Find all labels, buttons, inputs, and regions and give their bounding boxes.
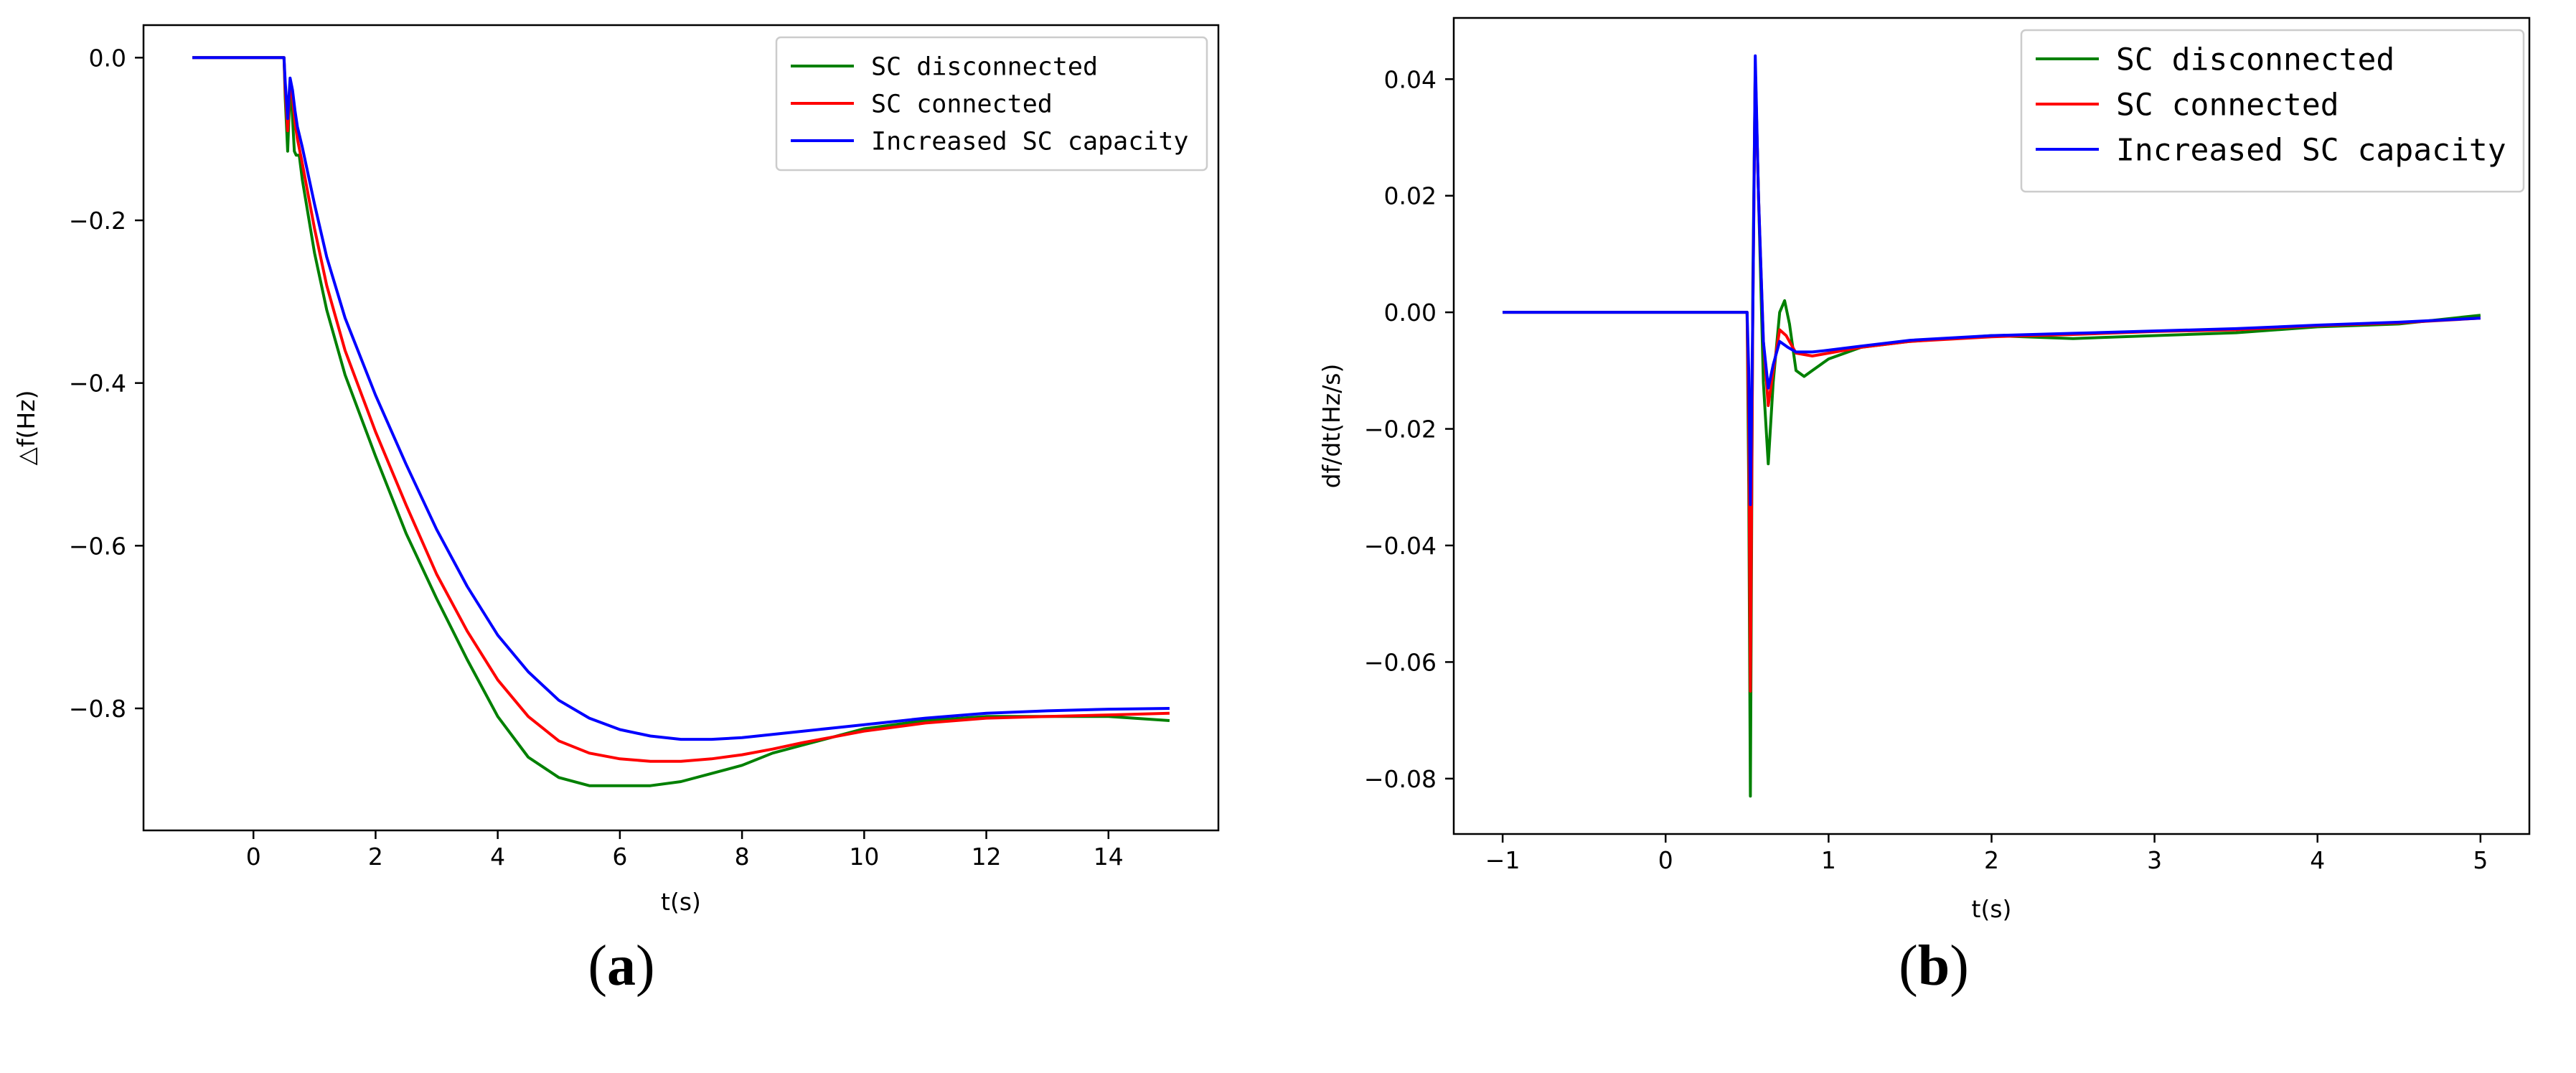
chart-b: −1 0 1 2 3 4 5 0.04 0.02 0.00 −0.02 −0.04 −0.06 −0.08…	[1317, 17, 2531, 923]
y-tick-label: 0.0	[89, 44, 126, 72]
y-tick-label: 0.04	[1384, 65, 1437, 93]
y-tick-label: −0.8	[69, 695, 126, 723]
legend-entry: SC connected	[871, 90, 1053, 119]
x-tick-label: 3	[2147, 846, 2162, 874]
legend-entry: Increased SC capacity	[871, 128, 1189, 156]
x-tick-label: 4	[490, 843, 505, 871]
x-axis-label: t(s)	[1972, 895, 2012, 923]
legend-entry: Increased SC capacity	[2116, 132, 2506, 168]
x-tick-label: 6	[612, 843, 627, 871]
x-tick-label: 2	[1984, 846, 1999, 874]
x-tick-label: 10	[849, 843, 879, 871]
legend: SC disconnected SC connected Increased SC …	[775, 36, 1208, 172]
panel-label-a: (a)	[588, 934, 654, 998]
y-tick-label: 0.02	[1384, 182, 1437, 210]
x-tick-label: 12	[972, 843, 1002, 871]
legend-box	[2020, 29, 2525, 193]
series-line-increased-sc-capacity	[1503, 54, 2481, 507]
legend-entry: SC connected	[2116, 87, 2339, 123]
x-tick-label: 2	[368, 843, 383, 871]
y-tick-label: −0.2	[69, 207, 126, 235]
legend-box	[775, 36, 1208, 172]
x-tick-label: 1	[1821, 846, 1836, 874]
x-axis-label: t(s)	[661, 888, 701, 916]
y-axis-label: △f(Hz)	[12, 390, 40, 466]
plot-frame	[142, 24, 1220, 832]
legend: SC disconnected SC connected Increased SC …	[2020, 29, 2525, 193]
x-tick-label: −1	[1485, 846, 1520, 874]
y-tick-label: −0.04	[1364, 532, 1437, 560]
x-tick-label: 14	[1094, 843, 1124, 871]
y-tick-label: −0.6	[69, 532, 126, 560]
series-line-increased-sc-capacity	[192, 56, 1170, 741]
legend-entry: SC disconnected	[2116, 42, 2394, 78]
y-tick-label: −0.4	[69, 370, 126, 398]
chart-a: 0 2 4 6 8 10 12 14 0.0 −0.2 −0.4 −0.6 −0.8 t(s) △f(Hz)…	[12, 24, 1220, 916]
y-tick-label: −0.06	[1364, 648, 1437, 676]
x-tick-label: 8	[735, 843, 750, 871]
panel-label-b: (b)	[1899, 934, 1969, 998]
y-axis-label: df/dt(Hz/s)	[1317, 364, 1345, 489]
x-tick-label: 0	[246, 843, 261, 871]
x-tick-label: 4	[2310, 846, 2325, 874]
x-tick-label: 0	[1658, 846, 1673, 874]
x-tick-label: 5	[2473, 846, 2488, 874]
y-tick-label: −0.02	[1364, 416, 1437, 444]
y-tick-label: −0.08	[1364, 765, 1437, 793]
legend-entry: SC disconnected	[871, 53, 1098, 82]
y-tick-label: 0.00	[1384, 299, 1437, 327]
